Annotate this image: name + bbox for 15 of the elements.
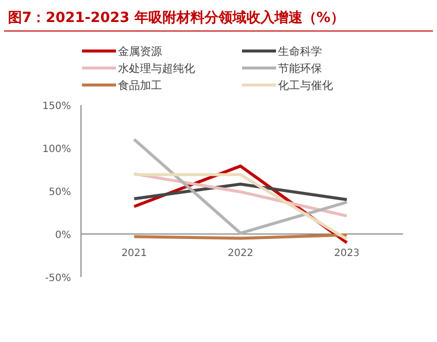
legend-label: 生命科学 (278, 45, 322, 58)
chart-title: 图7：2021-2023 年吸附材料分领域收入增速（%） (8, 10, 344, 26)
x-tick-label: 2021 (121, 248, 147, 259)
x-tick-label: 2023 (334, 248, 360, 259)
legend-label: 节能环保 (278, 62, 322, 75)
y-tick-label: 0% (55, 230, 71, 241)
x-tick-label: 2022 (228, 248, 254, 259)
y-tick-label: 100% (42, 144, 71, 155)
legend-label: 水处理与超纯化 (118, 62, 195, 75)
y-tick-label: 50% (48, 187, 71, 198)
legend-label: 化工与催化 (278, 79, 333, 92)
y-tick-label: -50% (45, 273, 71, 284)
legend-label: 食品加工 (118, 79, 162, 92)
legend-label: 金属资源 (118, 45, 162, 58)
y-tick-label: 150% (42, 101, 71, 112)
